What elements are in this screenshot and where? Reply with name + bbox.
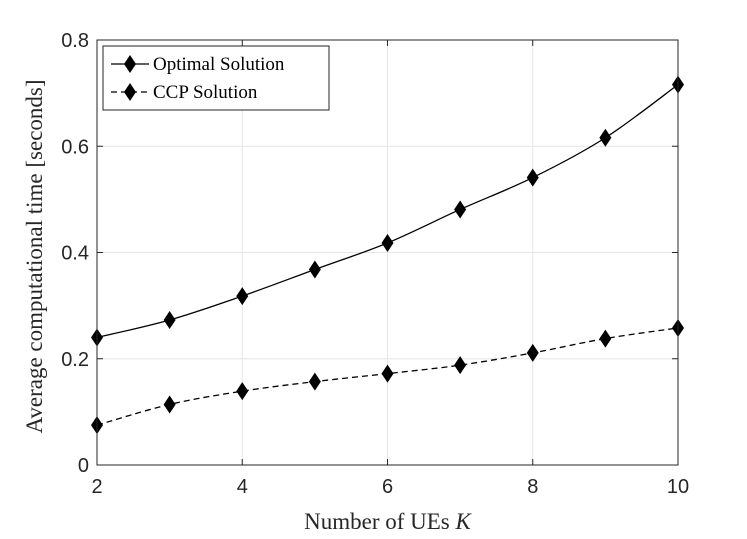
x-tick-label: 6	[382, 476, 393, 498]
x-axis-label-symbol: K	[455, 509, 473, 534]
data-point-diamond	[599, 128, 612, 147]
data-point-diamond	[308, 260, 321, 279]
data-point-diamond	[526, 168, 539, 187]
legend-label: CCP Solution	[153, 82, 258, 103]
legend: Optimal Solution CCP Solution	[102, 45, 330, 111]
data-point-diamond	[236, 382, 249, 401]
y-tick-label: 0.4	[61, 243, 89, 265]
data-point-diamond	[163, 395, 176, 414]
legend-box	[102, 45, 330, 111]
x-tick-label: 4	[237, 476, 248, 498]
data-point-diamond	[308, 372, 321, 391]
data-point-diamond	[454, 200, 467, 219]
y-tick-label: 0.2	[61, 349, 89, 371]
legend-marker-diamond	[124, 83, 136, 101]
legend-label: Optimal Solution	[153, 54, 285, 75]
x-tick-label: 8	[527, 476, 538, 498]
y-tick-label: 0.6	[61, 136, 89, 158]
data-point-diamond	[236, 287, 249, 306]
legend-marker-diamond	[124, 55, 136, 73]
y-tick-label: 0.8	[61, 30, 89, 52]
data-point-diamond	[454, 356, 467, 375]
data-point-diamond	[526, 343, 539, 362]
data-point-diamond	[599, 329, 612, 348]
data-point-diamond	[163, 310, 176, 329]
legend-entry: Optimal Solution	[111, 54, 285, 75]
legend-entry: CCP Solution	[111, 82, 258, 103]
data-point-diamond	[381, 233, 394, 252]
x-tick-label: 10	[667, 476, 689, 498]
x-tick-label: 2	[91, 476, 102, 498]
data-point-diamond	[381, 364, 394, 383]
y-tick-label: 0	[78, 455, 89, 477]
series-1	[91, 318, 684, 435]
x-axis-label: Number of UEs K	[304, 509, 472, 534]
axis-ticks: 2 4 6 8 10 0 0.2 0.4 0.6 0.8	[61, 30, 689, 498]
y-axis-label: Average computational time [seconds]	[22, 79, 47, 433]
x-axis-label-text: Number of UEs	[304, 509, 450, 534]
